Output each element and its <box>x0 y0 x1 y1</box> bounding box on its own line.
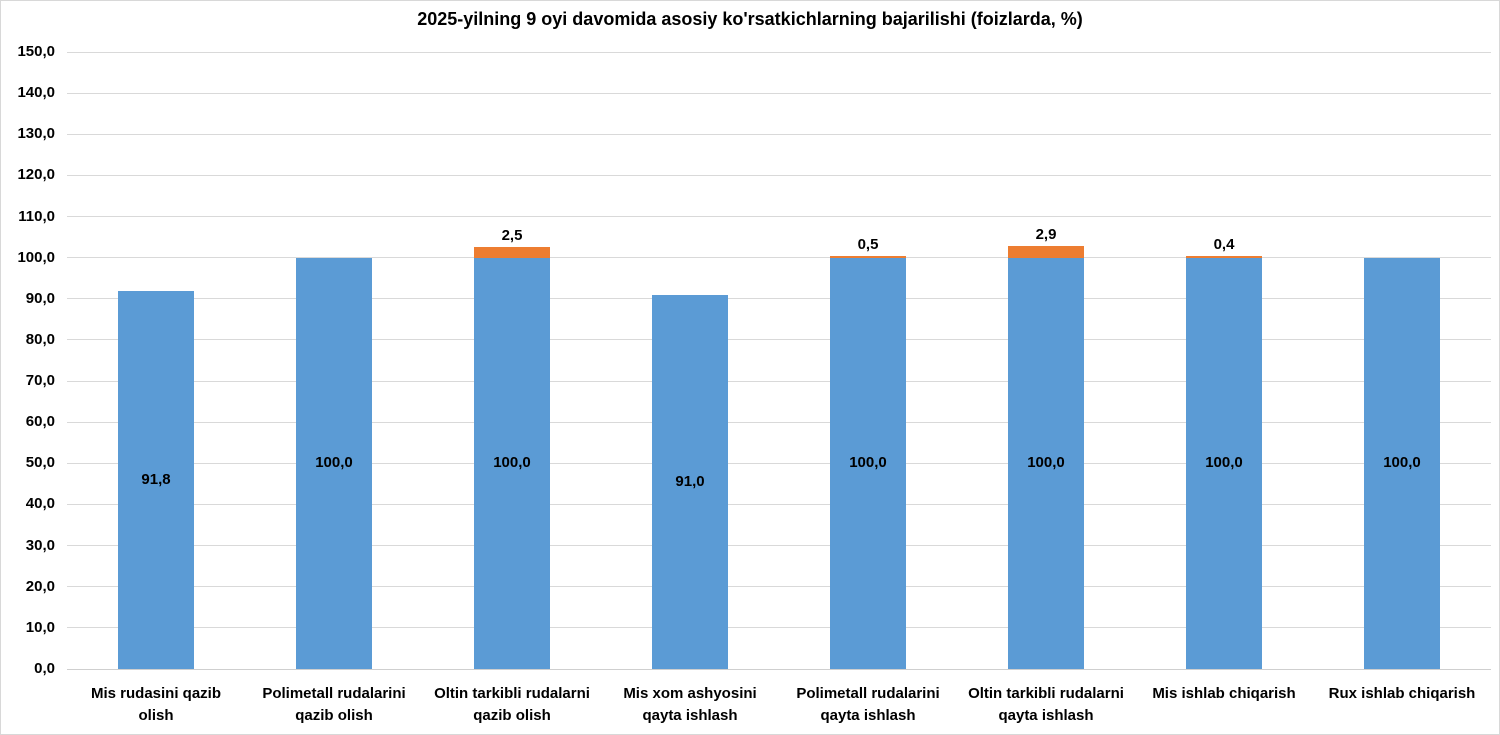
bar-5-base-segment <box>830 257 906 669</box>
x-axis-label-line: Oltin tarkibli rudalarni <box>434 685 590 702</box>
bar-2-base-segment <box>296 257 372 669</box>
x-axis-label-7: Mis ishlab chiqarish <box>1129 683 1319 705</box>
chart-title: 2025-yilning 9 oyi davomida asosiy ko'rs… <box>417 9 1083 29</box>
bar-5-value-label: 100,0 <box>849 454 887 472</box>
bar-3-overflow-segment <box>474 247 550 258</box>
gridline-10 <box>67 627 1491 629</box>
bar-6-overflow-segment <box>1008 245 1084 258</box>
gridline-150 <box>67 51 1491 53</box>
bar-1-value-label: 91,8 <box>141 471 171 489</box>
x-axis-label-line: Oltin tarkibli rudalarni <box>968 685 1124 702</box>
bar-5-overflow-label: 0,5 <box>857 235 879 253</box>
gridline-110 <box>67 216 1491 218</box>
x-axis-label-line: qazib olish <box>473 707 551 724</box>
bar-4-value-label: 91,0 <box>675 472 705 490</box>
gridline-30 <box>67 545 1491 547</box>
x-axis-label-8: Rux ishlab chiqarish <box>1307 683 1497 705</box>
x-axis-line <box>67 668 1491 670</box>
x-axis-label-line: qayta ishlash <box>642 707 738 724</box>
gridline-140 <box>67 92 1491 94</box>
x-axis-label-line: Polimetall rudalarini <box>796 685 940 702</box>
y-tick-label-40: 40,0 <box>25 495 55 513</box>
gridline-50 <box>67 462 1491 464</box>
gridline-90 <box>67 298 1491 300</box>
gridline-120 <box>67 174 1491 176</box>
y-tick-label-150: 150,0 <box>17 43 55 60</box>
bar-6-overflow-label: 2,9 <box>1035 225 1057 243</box>
x-axis-label-line: olish <box>138 707 174 724</box>
gridline-130 <box>67 133 1491 135</box>
y-tick-label-50: 50,0 <box>25 454 55 472</box>
bar-3-value-label: 100,0 <box>493 454 531 472</box>
gridline-60 <box>67 421 1491 423</box>
x-axis-label-line: Polimetall rudalarini <box>262 685 406 702</box>
y-tick-label-100: 100,0 <box>17 248 55 266</box>
x-axis-label-3: Oltin tarkibli rudalarni qazib olish <box>417 683 607 727</box>
gridline-80 <box>67 339 1491 341</box>
bar-4-base-segment <box>652 294 728 669</box>
x-axis-label-line: qazib olish <box>295 707 373 724</box>
x-axis-label-line: Mis rudasini qazib <box>90 685 222 702</box>
x-axis-label-2: Polimetall rudalarini qazib olish <box>239 683 429 727</box>
x-axis-label-6: Oltin tarkibli rudalarni qayta ishlash <box>951 683 1141 727</box>
bar-7-base-segment <box>1186 257 1262 669</box>
y-tick-label-30: 30,0 <box>25 536 55 554</box>
bar-2-value-label: 100,0 <box>315 454 353 472</box>
bar-7-overflow-segment <box>1186 256 1262 258</box>
x-axis-label-line: Mis xom ashyosini <box>623 685 757 702</box>
bar-3-overflow-label: 2,5 <box>501 227 523 245</box>
x-axis-label-line: Rux ishlab chiqarish <box>1328 685 1476 702</box>
bar-7-overflow-label: 0,4 <box>1213 236 1235 254</box>
gridline-70 <box>67 380 1491 382</box>
y-tick-label-0: 0,0 <box>34 660 55 677</box>
x-axis-label-4: Mis xom ashyosini qayta ishlash <box>595 683 785 727</box>
gridline-100 <box>67 257 1491 259</box>
x-axis-label-line: qayta ishlash <box>998 707 1094 724</box>
y-tick-label-10: 10,0 <box>25 618 55 636</box>
x-axis-label-5: Polimetall rudalarini qayta ishlash <box>773 683 963 727</box>
gridline-20 <box>67 586 1491 588</box>
bar-5-overflow-segment <box>830 255 906 258</box>
y-tick-label-60: 60,0 <box>25 413 55 431</box>
y-tick-label-120: 120,0 <box>17 166 55 184</box>
bar-7-value-label: 100,0 <box>1205 454 1243 472</box>
y-tick-label-90: 90,0 <box>25 289 55 307</box>
x-axis-label-line: Mis ishlab chiqarish <box>1152 685 1296 702</box>
x-axis-label-line: qayta ishlash <box>820 707 916 724</box>
y-tick-label-20: 20,0 <box>25 577 55 595</box>
y-tick-label-110: 110,0 <box>18 207 55 225</box>
y-tick-label-70: 70,0 <box>25 372 55 390</box>
x-axis-label-1: Mis rudasini qazib olish <box>61 683 251 727</box>
bar-6-base-segment <box>1008 257 1084 669</box>
bar-8-base-segment <box>1364 257 1440 669</box>
gridline-40 <box>67 503 1491 505</box>
y-tick-label-80: 80,0 <box>25 330 55 348</box>
y-tick-label-130: 130,0 <box>17 125 55 143</box>
y-tick-label-140: 140,0 <box>17 84 55 102</box>
bar-3-base-segment <box>474 257 550 669</box>
bar-8-value-label: 100,0 <box>1383 454 1421 472</box>
bar-1-base-segment <box>118 291 194 669</box>
bar-6-value-label: 100,0 <box>1027 454 1065 472</box>
